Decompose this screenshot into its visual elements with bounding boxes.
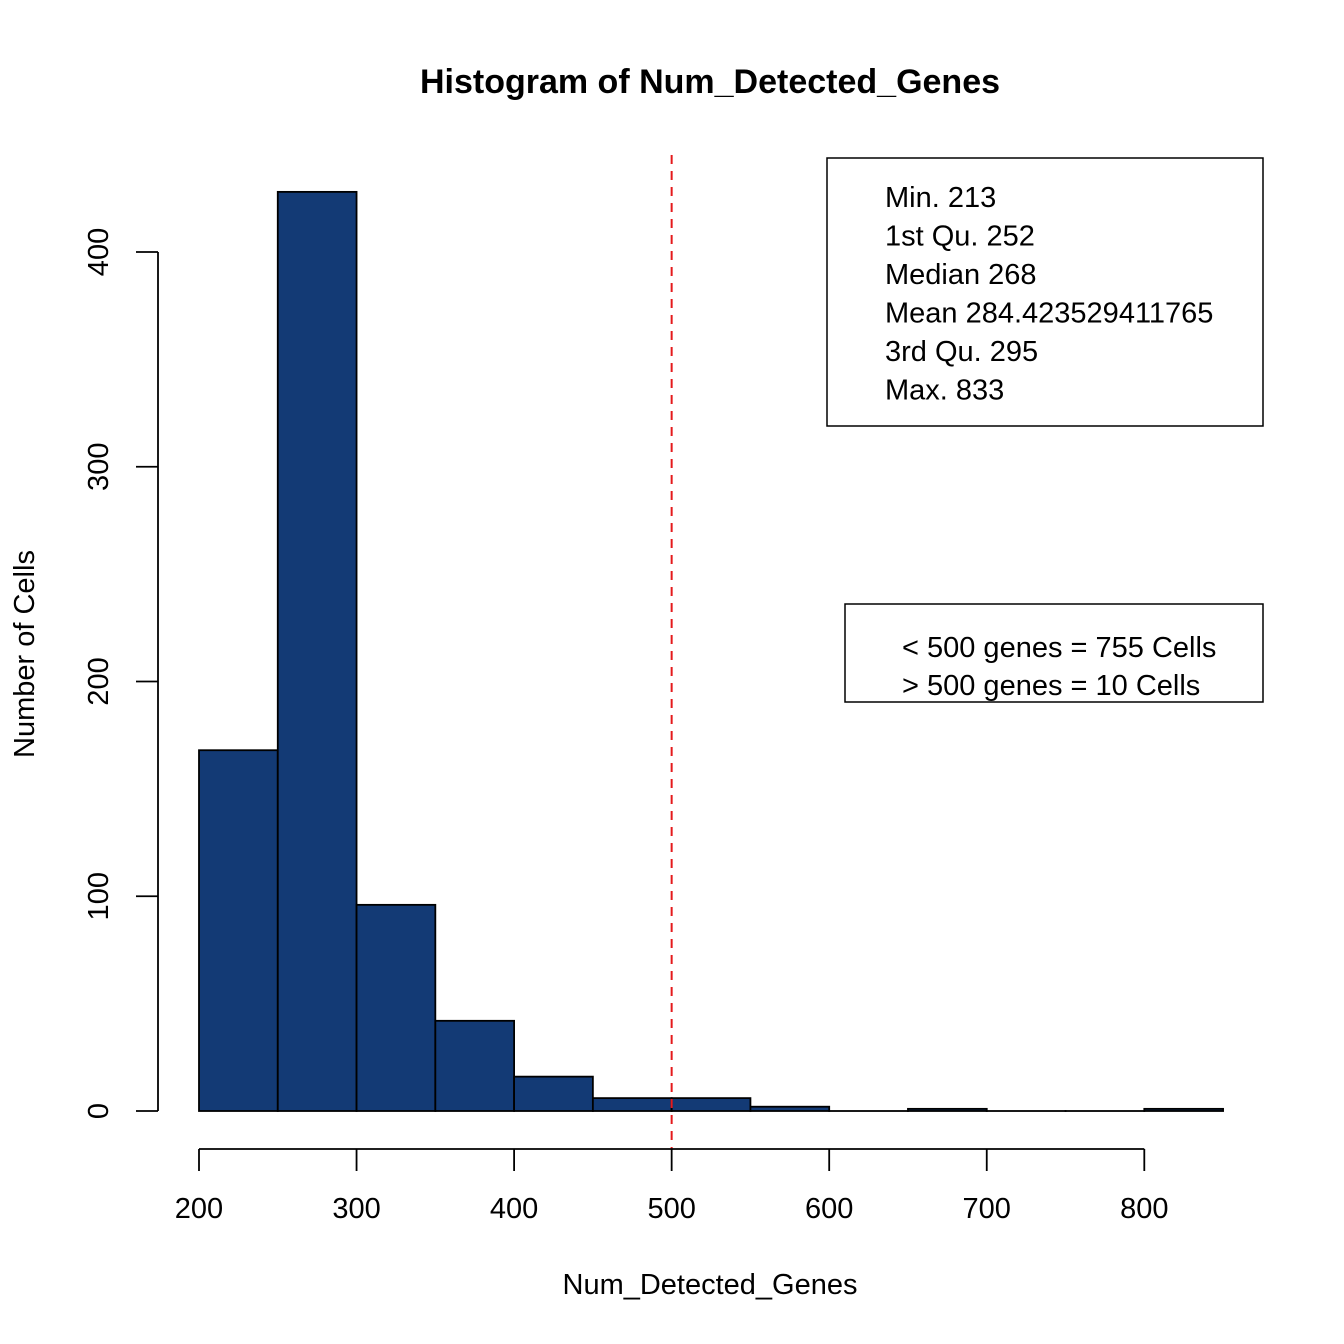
legend-summary-line-5: Max. 833 [885, 375, 1004, 407]
x-axis: 200 300 400 500 600 700 800 [175, 1148, 1168, 1225]
bars-group [198, 190, 1224, 1112]
x-tick-label-2: 400 [490, 1193, 538, 1225]
legend-summary-line-2: Median 268 [885, 259, 1037, 291]
histogram-bar-9 [907, 1107, 988, 1112]
histogram-bar-12 [1143, 1107, 1224, 1112]
legend-counts-line-0: < 500 genes = 755 Cells [902, 632, 1216, 664]
x-tick-label-6: 800 [1120, 1193, 1168, 1225]
histogram-bar-7 [749, 1105, 831, 1112]
legend-counts-line-1: > 500 genes = 10 Cells [902, 670, 1200, 702]
x-tick-label-1: 300 [332, 1193, 380, 1225]
y-tick-label-4: 400 [83, 228, 115, 276]
y-tick-label-2: 200 [83, 657, 115, 705]
histogram-bar-1 [276, 190, 358, 1112]
legend-counts-box [844, 603, 1264, 703]
legend-summary-line-4: 3rd Qu. 295 [885, 336, 1038, 368]
legend-counts: < 500 genes = 755 Cells > 500 genes = 10 … [844, 603, 1264, 703]
x-tick-label-4: 600 [805, 1193, 853, 1225]
histogram-bar-4 [513, 1075, 594, 1112]
legend-summary: Min. 213 1st Qu. 252 Median 268 Mean 284.42… [826, 157, 1264, 427]
legend-summary-line-0: Min. 213 [885, 182, 996, 214]
x-axis-label: Num_Detected_Genes [563, 1269, 858, 1301]
y-axis-label: Number of Cells [9, 550, 41, 758]
legend-summary-box [826, 157, 1264, 427]
histogram-bar-5 [591, 1097, 673, 1112]
x-tick-label-0: 200 [175, 1193, 223, 1225]
histogram-bar-2 [355, 903, 437, 1112]
legend-summary-line-3: Mean 284.423529411765 [885, 298, 1213, 330]
y-tick-label-3: 300 [83, 443, 115, 491]
x-tick-label-5: 700 [963, 1193, 1011, 1225]
x-tick-label-3: 500 [647, 1193, 695, 1225]
chart-title: Histogram of Num_Detected_Genes [420, 63, 1000, 101]
y-tick-label-0: 0 [83, 1103, 115, 1119]
histogram-bar-6 [670, 1097, 752, 1112]
legend-summary-line-1: 1st Qu. 252 [885, 221, 1035, 253]
y-tick-label-1: 100 [83, 872, 115, 920]
histogram-bar-3 [434, 1019, 516, 1112]
y-axis: 0 100 200 300 400 [83, 228, 159, 1119]
histogram-bar-0 [198, 749, 279, 1112]
